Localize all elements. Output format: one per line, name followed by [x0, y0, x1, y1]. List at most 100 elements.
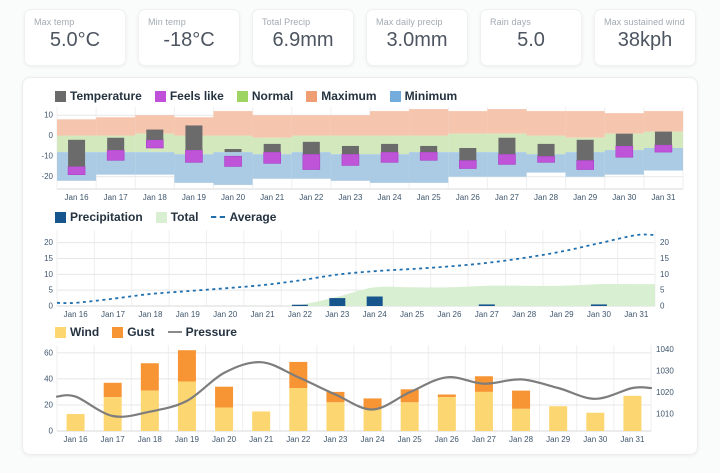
maximum-legend-label: Maximum — [321, 89, 377, 103]
wind-bar — [252, 411, 271, 431]
right-y-tick-label: 1030 — [656, 366, 674, 375]
legend-item-minimum[interactable]: Minimum — [389, 89, 457, 103]
maximum-band — [252, 115, 292, 138]
legend-item-total[interactable]: Total — [155, 210, 199, 224]
feels-like-bar — [615, 145, 634, 158]
wind-legend: Wind Gust Pressure — [55, 324, 687, 340]
stat-card-max-temp: Max temp 5.0°C — [24, 9, 126, 66]
stat-card-total-precip: Total Precip 6.9mm — [252, 9, 354, 66]
temperature-plot: 10 0 -10 -20 Jan 16 Jan 17 Jan 18 Jan 19 Jan 20 J… — [41, 107, 684, 202]
stat-value: 38kph — [617, 29, 673, 51]
temperature-bar — [576, 139, 594, 161]
y-tick-label: 0 — [49, 427, 54, 436]
temperature-bar — [537, 143, 555, 157]
x-tick-label: Jan 16 — [65, 193, 90, 202]
temperature-bar — [68, 139, 86, 167]
wind-plot: 0 20 40 60 1010 1020 1030 1040 Jan 16 Jan 17 Jan 1… — [44, 345, 674, 444]
gust-bar — [512, 390, 531, 409]
stat-card-max-sustained-wind: Max sustained wind 38kph — [594, 9, 696, 66]
feels-like-bar — [106, 149, 125, 161]
temperature-legend-label: Temperature — [70, 89, 142, 103]
legend-item-pressure[interactable]: Pressure — [167, 325, 237, 339]
x-tick-label: Jan 29 — [573, 193, 598, 202]
feels-like-bar — [341, 153, 360, 166]
precipitation-chart: Precipitation Total Average 0 5 10 15 20 0 5 10 15… — [33, 209, 687, 322]
x-tick-label: Jan 30 — [587, 310, 612, 319]
temperature-bar — [615, 133, 633, 146]
right-y-tick-label: 10 — [660, 270, 669, 279]
x-tick-label: Jan 23 — [323, 435, 348, 444]
temperature-bar — [341, 145, 359, 155]
wind-bar — [549, 406, 568, 431]
x-tick-label: Jan 16 — [64, 310, 89, 319]
precipitation-bar — [590, 304, 607, 306]
x-tick-label: Jan 27 — [475, 310, 500, 319]
x-tick-label: Jan 23 — [325, 310, 350, 319]
y-tick-label: 15 — [44, 254, 53, 263]
total-legend-label: Total — [170, 210, 199, 224]
maximum-band — [370, 111, 410, 136]
precipitation-legend-label: Precipitation — [70, 210, 143, 224]
legend-item-gust[interactable]: Gust — [112, 325, 155, 339]
gust-legend-label: Gust — [127, 325, 155, 339]
stat-value: 6.9mm — [272, 29, 334, 51]
legend-item-maximum[interactable]: Maximum — [306, 89, 377, 103]
x-tick-label: Jan 30 — [583, 435, 608, 444]
wind-bar — [289, 388, 308, 431]
temperature-legend: Temperature Feels like Normal Maximum Minimu… — [55, 88, 687, 104]
gust-bar — [363, 398, 382, 409]
legend-item-normal[interactable]: Normal — [236, 89, 293, 103]
right-y-tick-label: 1020 — [656, 388, 674, 397]
feels-like-bar — [146, 139, 164, 149]
temperature-bar — [146, 129, 164, 140]
y-tick-label: 10 — [44, 111, 53, 120]
minimum-band — [643, 148, 683, 171]
x-tick-label: Jan 17 — [104, 193, 129, 202]
y-tick-label: -10 — [41, 152, 53, 161]
legend-item-feels-like[interactable]: Feels like — [154, 89, 224, 103]
right-y-tick-label: 0 — [660, 302, 665, 311]
precipitation-bar — [291, 304, 308, 306]
maximum-band — [526, 111, 566, 136]
normal-band — [448, 133, 488, 153]
right-y-tick-label: 15 — [660, 254, 669, 263]
minimum-band — [96, 152, 136, 175]
precipitation-bar — [329, 298, 346, 306]
wind-bar — [363, 408, 382, 431]
x-tick-label: Jan 28 — [512, 310, 537, 319]
feels-like-bar — [419, 151, 438, 161]
temperature-bar — [459, 148, 477, 161]
stat-card-max-daily-precip: Max daily precip 3.0mm — [366, 9, 468, 66]
temperature-bar — [107, 137, 125, 151]
x-tick-label: Jan 31 — [620, 435, 645, 444]
stat-value: 5.0 — [517, 29, 545, 51]
legend-item-wind[interactable]: Wind — [55, 325, 99, 339]
stat-label: Total Precip — [262, 17, 311, 27]
stat-label: Rain days — [490, 17, 531, 27]
minimum-legend-swatch — [389, 90, 401, 102]
temperature-bar — [185, 125, 203, 151]
x-tick-label: Jan 26 — [437, 310, 462, 319]
x-tick-label: Jan 25 — [400, 310, 425, 319]
normal-band — [330, 135, 370, 155]
wind-bar — [400, 402, 419, 431]
maximum-band — [565, 111, 605, 138]
temperature-bar — [381, 143, 399, 153]
stat-label: Max daily precip — [376, 17, 443, 27]
average-line — [56, 233, 656, 305]
x-tick-label: Jan 17 — [101, 310, 126, 319]
x-tick-label: Jan 24 — [363, 310, 388, 319]
x-tick-label: Jan 17 — [101, 435, 126, 444]
feels-like-bar — [302, 153, 321, 170]
pressure-legend-label: Pressure — [185, 325, 237, 339]
stat-card-min-temp: Min temp -18°C — [138, 9, 240, 66]
x-tick-label: Jan 31 — [624, 310, 649, 319]
y-tick-label: 60 — [44, 348, 53, 357]
legend-item-precipitation[interactable]: Precipitation — [55, 210, 143, 224]
legend-item-average[interactable]: Average — [211, 210, 276, 224]
x-tick-label: Jan 25 — [417, 193, 442, 202]
feels-like-bar — [185, 149, 203, 163]
legend-item-temperature[interactable]: Temperature — [55, 89, 142, 103]
wind-bar — [103, 397, 122, 431]
y-tick-label: 40 — [44, 374, 53, 383]
